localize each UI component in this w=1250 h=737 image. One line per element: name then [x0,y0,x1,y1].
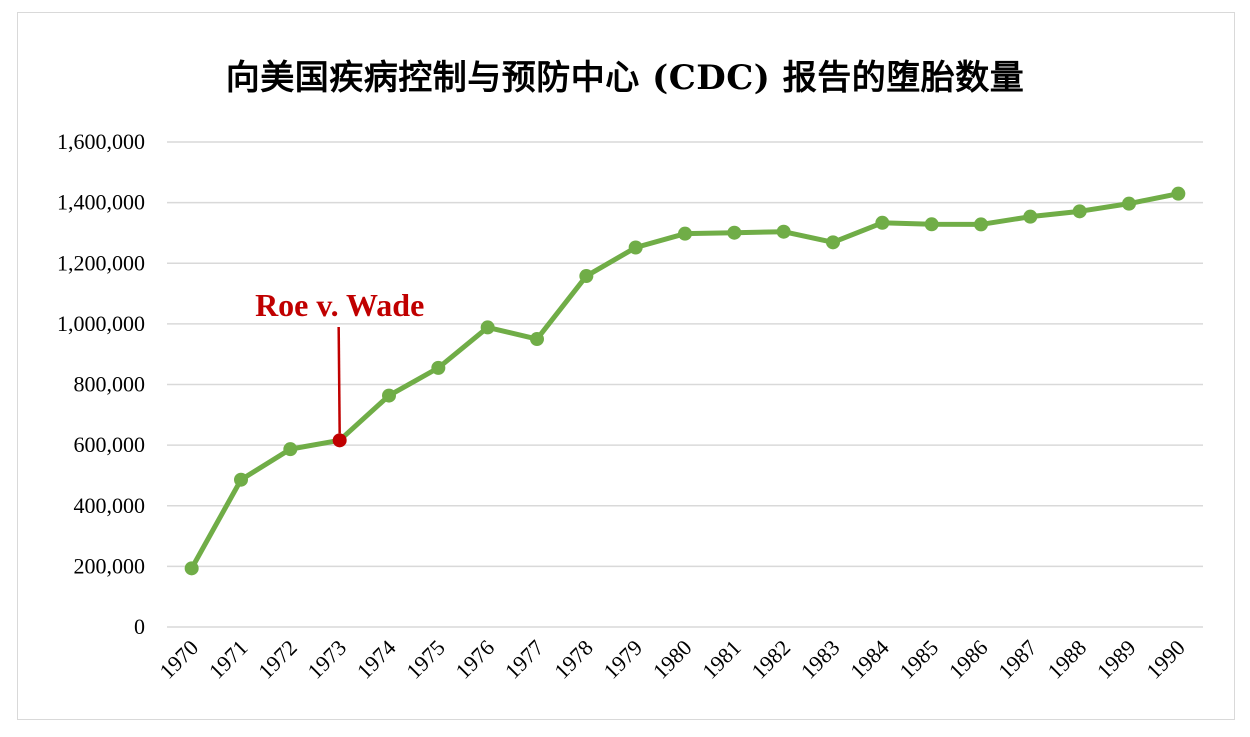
x-tick-label: 1987 [993,635,1042,684]
x-tick-label: 1978 [549,635,598,684]
data-point [678,226,692,241]
data-point [875,215,890,230]
x-tick-label: 1975 [401,635,450,684]
data-point [431,360,446,375]
x-tick-label: 1982 [746,635,795,684]
data-point [1122,196,1136,211]
data-point [382,388,396,403]
x-tick-label: 1988 [1042,635,1091,684]
x-tick-label: 1981 [697,635,746,684]
x-tick-label: 1976 [450,635,499,684]
data-point [184,561,199,576]
highlight-point [332,433,347,448]
x-tick-label: 1990 [1141,635,1190,684]
data-point [234,472,248,487]
x-tick-label: 1983 [796,635,845,684]
x-tick-label: 1986 [944,635,993,684]
x-tick-label: 1977 [500,635,549,684]
x-tick-label: 1972 [253,635,302,684]
x-tick-label: 1974 [352,635,401,684]
data-point [579,269,594,284]
x-tick-label: 1985 [894,635,943,684]
data-point [974,217,988,232]
data-point [924,217,939,232]
data-point [776,224,791,239]
y-tick-label: 800,000 [74,372,146,397]
x-tick-label: 1979 [598,635,647,684]
y-tick-label: 1,600,000 [57,129,145,154]
y-tick-label: 1,400,000 [57,190,145,215]
y-tick-label: 600,000 [74,432,146,457]
data-point [480,320,495,335]
annotation-leader-line [337,326,341,434]
data-point [283,442,298,457]
data-point [826,235,840,250]
y-tick-label: 200,000 [74,553,146,578]
y-tick-label: 1,000,000 [57,311,145,336]
data-point [1023,209,1038,224]
y-tick-label: 0 [134,614,145,639]
x-tick-label: 1984 [845,635,894,684]
data-point [1072,204,1087,219]
y-tick-label: 400,000 [74,493,146,518]
x-tick-label: 1989 [1092,635,1141,684]
x-tick-label: 1971 [204,635,253,684]
x-tick-label: 1970 [154,635,203,684]
data-point [727,225,742,240]
annotation-label: Roe v. Wade [255,287,424,323]
x-tick-label: 1973 [302,635,351,684]
data-point [628,240,643,255]
chart-title: 向美国疾病控制与预防中心 (CDC) 报告的堕胎数量 [225,58,1025,98]
data-point [530,332,544,347]
x-tick-label: 1980 [648,635,697,684]
data-point [1171,186,1186,201]
y-tick-label: 1,200,000 [57,250,145,275]
chart-frame [17,12,1235,720]
